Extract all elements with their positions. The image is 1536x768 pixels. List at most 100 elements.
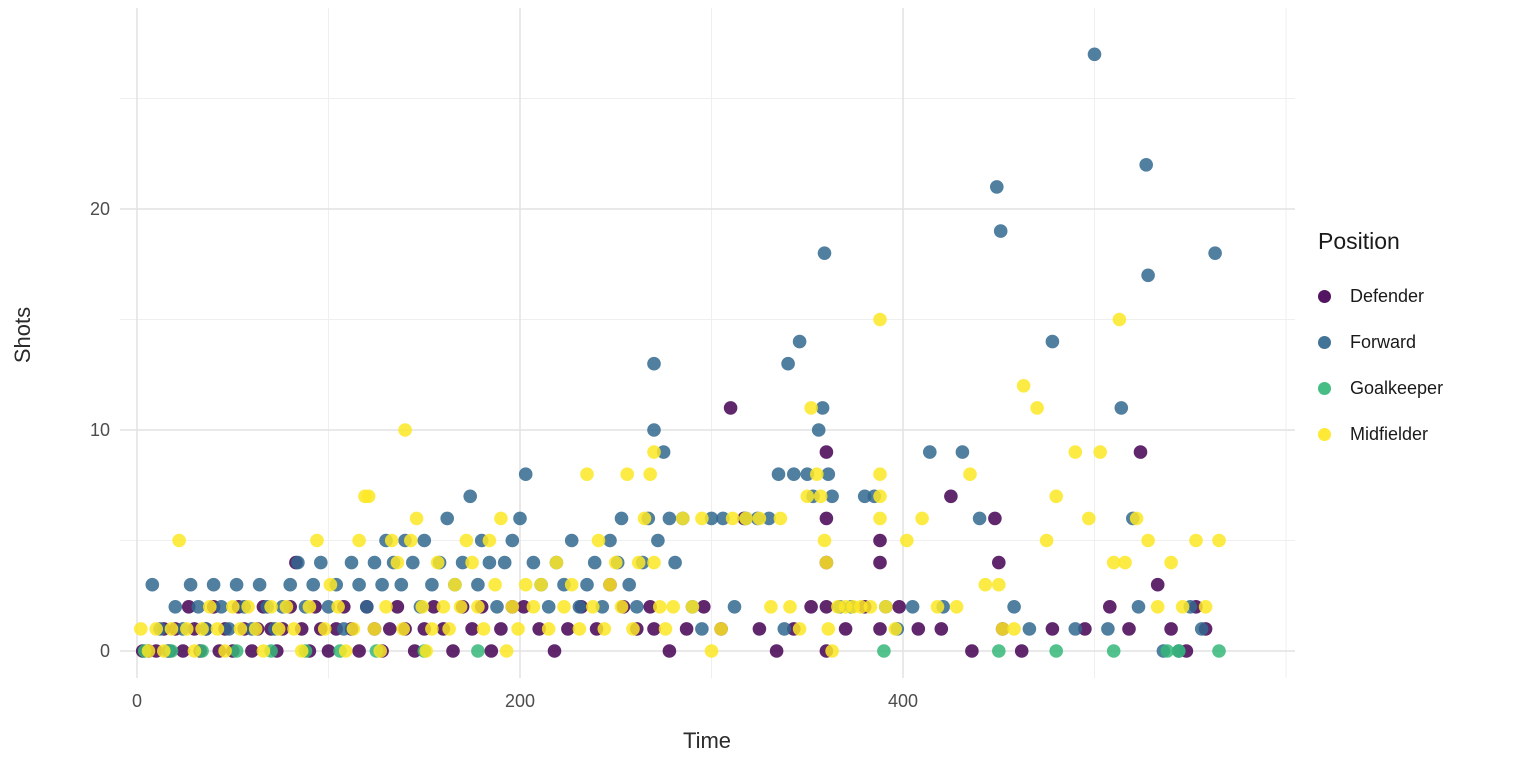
- data-point-midfielder: [294, 644, 309, 658]
- data-point-forward: [222, 622, 236, 636]
- data-point-defender: [697, 600, 711, 614]
- data-point-midfielder: [256, 644, 271, 658]
- data-point-midfielder: [415, 600, 430, 614]
- data-point-midfielder: [310, 533, 324, 548]
- x-tick-label: 400: [888, 691, 918, 711]
- data-point-forward: [314, 555, 328, 570]
- data-point-midfielder: [195, 622, 209, 636]
- data-point-midfielder: [172, 533, 186, 548]
- data-point-forward: [1087, 47, 1102, 62]
- data-point-forward: [647, 423, 661, 437]
- data-point-midfielder: [685, 600, 700, 614]
- data-point-forward: [972, 511, 987, 526]
- data-point-midfielder: [1049, 489, 1063, 504]
- data-point-defender: [494, 622, 508, 636]
- data-point-forward: [727, 600, 742, 614]
- data-point-goalkeeper: [1106, 644, 1121, 658]
- data-point-forward: [394, 577, 409, 592]
- data-point-midfielder: [1030, 401, 1044, 415]
- data-point-forward: [183, 577, 198, 592]
- data-point-forward: [490, 600, 504, 614]
- data-point-midfielder: [879, 600, 893, 614]
- data-point-forward: [1131, 600, 1146, 614]
- data-point-midfielder: [658, 622, 673, 636]
- data-point-defender: [1164, 622, 1178, 636]
- data-point-forward: [505, 533, 520, 548]
- data-point-midfielder: [773, 511, 788, 526]
- data-point-midfielder: [1141, 533, 1155, 548]
- data-point-defender: [245, 644, 259, 658]
- data-point-midfielder: [352, 533, 366, 548]
- data-point-defender: [390, 600, 405, 614]
- data-point-midfielder: [1093, 445, 1107, 459]
- data-point-defender: [988, 511, 1002, 526]
- data-point-forward: [595, 600, 610, 614]
- data-point-midfielder: [482, 533, 497, 548]
- data-point-midfielder: [134, 622, 148, 636]
- data-point-midfielder: [149, 622, 163, 636]
- data-point-defender: [517, 600, 531, 614]
- data-point-forward: [321, 600, 336, 614]
- data-point-forward: [603, 533, 617, 548]
- data-point-defender: [407, 644, 422, 658]
- data-point-midfielder: [534, 577, 548, 592]
- data-point-defender: [484, 644, 499, 658]
- data-point-midfielder: [549, 555, 564, 570]
- data-point-midfielder: [995, 622, 1010, 636]
- data-point-forward: [656, 445, 671, 459]
- legend-item-goalkeeper: Goalkeeper: [1318, 365, 1443, 411]
- data-point-midfielder: [361, 489, 376, 504]
- data-point-forward: [145, 577, 160, 592]
- data-point-midfielder: [614, 600, 629, 614]
- data-point-forward: [704, 511, 719, 526]
- y-tick-label: 0: [100, 641, 110, 661]
- data-point-forward: [716, 511, 730, 526]
- data-point-defender: [873, 533, 887, 548]
- data-point-forward: [990, 180, 1004, 194]
- data-point-forward: [662, 511, 677, 526]
- data-point-midfielder: [203, 600, 217, 614]
- data-point-midfielder: [488, 577, 502, 592]
- data-point-midfielder: [233, 622, 248, 636]
- legend-item-forward: Forward: [1318, 319, 1443, 365]
- data-point-midfielder: [396, 622, 411, 636]
- data-point-midfielder: [279, 600, 294, 614]
- data-point-defender: [1103, 600, 1117, 614]
- data-point-midfielder: [459, 533, 474, 548]
- data-point-forward: [815, 401, 830, 415]
- points-layer: [134, 47, 1226, 658]
- data-point-defender: [992, 555, 1006, 570]
- data-point-defender: [1014, 644, 1029, 658]
- data-point-defender: [1078, 622, 1092, 636]
- data-point-midfielder: [187, 644, 202, 658]
- data-point-forward: [252, 577, 267, 592]
- data-point-forward: [668, 555, 682, 570]
- data-point-defender: [176, 644, 190, 658]
- data-point-defender: [1150, 577, 1165, 592]
- data-point-forward: [580, 577, 594, 592]
- data-point-midfielder: [526, 600, 541, 614]
- data-point-midfielder: [792, 622, 807, 636]
- data-point-midfielder: [541, 622, 556, 636]
- data-point-midfielder: [248, 622, 263, 636]
- data-point-goalkeeper: [992, 644, 1006, 658]
- data-point-midfielder: [436, 600, 451, 614]
- data-point-forward: [291, 555, 305, 570]
- data-point-midfielder: [164, 622, 179, 636]
- data-point-forward: [440, 511, 455, 526]
- data-point-midfielder: [1129, 511, 1144, 526]
- data-point-defender: [819, 445, 834, 459]
- data-point-midfielder: [373, 644, 388, 658]
- data-point-forward: [614, 511, 629, 526]
- data-point-midfielder: [430, 555, 445, 570]
- data-point-forward: [497, 555, 512, 570]
- data-point-midfielder: [448, 577, 462, 592]
- data-point-forward: [811, 423, 826, 437]
- data-point-defender: [934, 622, 949, 636]
- data-point-midfielder: [783, 600, 797, 614]
- data-point-forward: [337, 622, 351, 636]
- data-point-defender: [547, 644, 562, 658]
- data-point-midfielder: [1189, 533, 1203, 548]
- data-point-forward: [306, 577, 321, 592]
